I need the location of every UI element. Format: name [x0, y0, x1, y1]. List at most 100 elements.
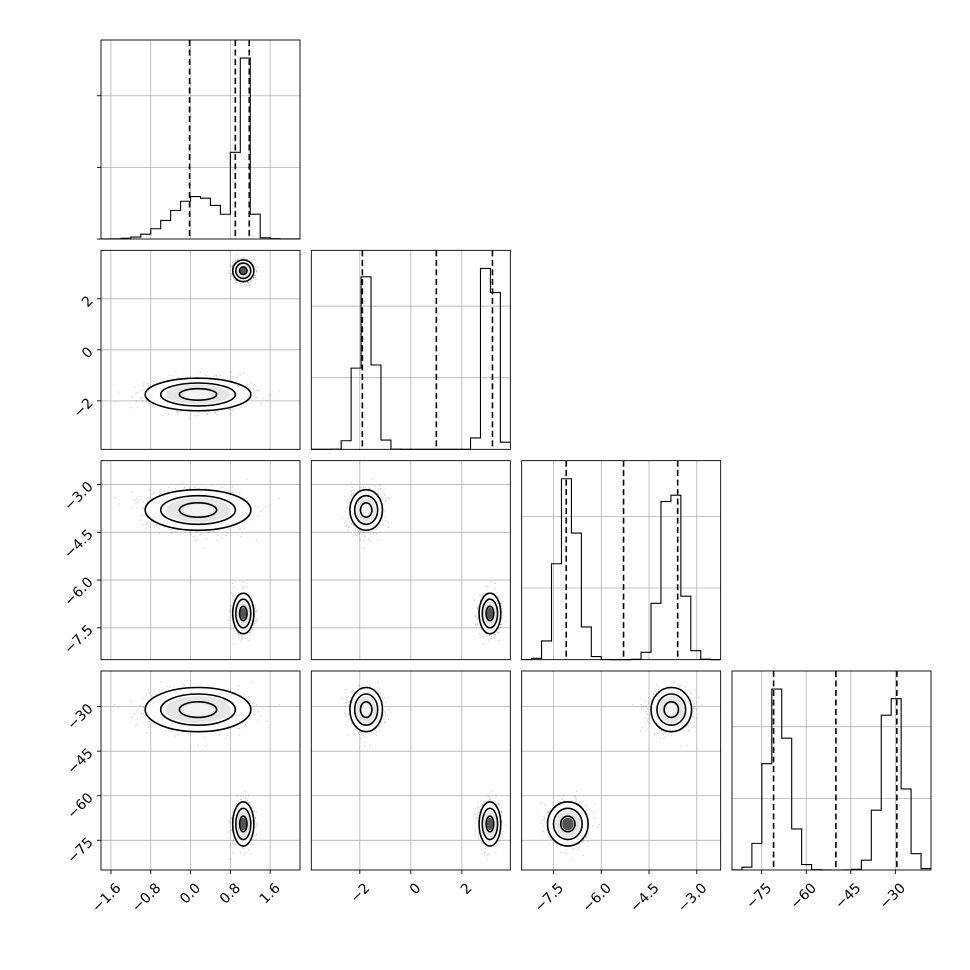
sample-point — [231, 261, 234, 264]
sample-point — [235, 280, 238, 282]
contour-level-1 — [238, 266, 248, 276]
sample-point — [489, 638, 492, 640]
sample-point — [233, 598, 235, 601]
sample-point — [135, 503, 137, 505]
sample-point — [146, 500, 148, 502]
sample-point — [387, 497, 390, 499]
sample-point — [375, 528, 377, 531]
scatter-panel-3-2 — [310, 460, 511, 661]
sample-point — [364, 531, 366, 533]
sample-point — [146, 383, 149, 385]
sample-point — [148, 402, 150, 405]
sample-point — [255, 270, 258, 272]
sample-point — [253, 623, 255, 626]
sample-point — [266, 399, 268, 401]
hist-panel-2 — [310, 249, 511, 450]
sample-point — [142, 385, 145, 387]
sample-point — [241, 284, 243, 286]
sample-point — [235, 282, 237, 284]
sample-point — [215, 374, 217, 377]
sample-point — [152, 404, 154, 407]
sample-point — [245, 585, 248, 588]
sample-point — [256, 389, 259, 392]
sample-point — [232, 492, 235, 494]
sample-point — [139, 519, 141, 521]
sample-point — [228, 490, 230, 492]
sample-point — [238, 636, 240, 638]
sample-point — [152, 381, 155, 383]
sample-point — [141, 524, 144, 526]
sample-point — [250, 260, 253, 262]
sample-point — [176, 411, 179, 414]
sample-point — [367, 531, 369, 534]
sample-point — [205, 411, 208, 413]
sample-point — [152, 493, 154, 495]
sample-point — [207, 533, 209, 535]
sample-point — [255, 278, 257, 281]
sample-point — [153, 406, 156, 409]
sample-point — [257, 390, 259, 392]
sample-point — [160, 492, 163, 495]
sample-point — [474, 615, 477, 618]
sample-point — [244, 283, 246, 286]
sample-point — [350, 522, 352, 525]
contour-level-2 — [159, 382, 237, 407]
contour-level-2 — [235, 598, 252, 629]
sample-point — [245, 284, 248, 287]
sample-point — [252, 388, 255, 390]
sample-point — [384, 500, 386, 503]
sample-point — [384, 494, 386, 496]
sample-point — [481, 594, 483, 596]
sample-point — [193, 485, 195, 488]
density-fill-core — [183, 504, 213, 516]
sample-point — [231, 592, 233, 594]
sample-point — [234, 632, 237, 635]
sample-point — [114, 497, 116, 499]
sample-point — [367, 538, 370, 540]
sample-point — [362, 539, 365, 542]
sample-point — [242, 587, 245, 590]
sample-point — [248, 639, 250, 642]
sample-point — [131, 491, 133, 493]
sample-point — [255, 539, 258, 542]
sample-point — [240, 535, 242, 538]
sample-point — [229, 264, 231, 266]
sample-point — [255, 611, 258, 613]
sample-point — [143, 381, 145, 383]
sample-point — [357, 531, 359, 533]
sample-point — [384, 520, 387, 522]
sample-point — [232, 595, 234, 597]
sample-point — [244, 634, 247, 636]
sample-point — [241, 637, 243, 640]
sample-point — [188, 487, 191, 489]
sample-point — [196, 539, 199, 541]
sample-point — [255, 266, 257, 268]
sample-point — [236, 258, 239, 261]
sample-point — [239, 634, 242, 636]
sample-point — [214, 411, 216, 414]
sample-point — [170, 531, 173, 533]
sample-point — [156, 524, 158, 527]
sample-point — [230, 265, 232, 268]
sample-point — [384, 515, 386, 518]
sample-point — [360, 487, 362, 489]
sample-point — [249, 257, 251, 260]
sample-point — [199, 534, 201, 536]
sample-point — [142, 383, 144, 385]
sample-point — [227, 619, 230, 621]
sample-point — [239, 527, 241, 530]
sample-point — [350, 490, 352, 492]
sample-point — [352, 525, 355, 527]
sample-point — [501, 607, 503, 610]
sample-point — [481, 596, 483, 598]
sample-point — [233, 627, 235, 630]
ytick-label: −7.5 — [61, 622, 96, 657]
sample-point — [194, 415, 197, 417]
sample-point — [154, 492, 156, 494]
sample-point — [344, 510, 346, 513]
sample-point — [242, 581, 244, 583]
sample-point — [212, 375, 215, 377]
sample-point — [350, 494, 353, 496]
sample-point — [364, 537, 366, 539]
sample-point — [232, 277, 234, 279]
